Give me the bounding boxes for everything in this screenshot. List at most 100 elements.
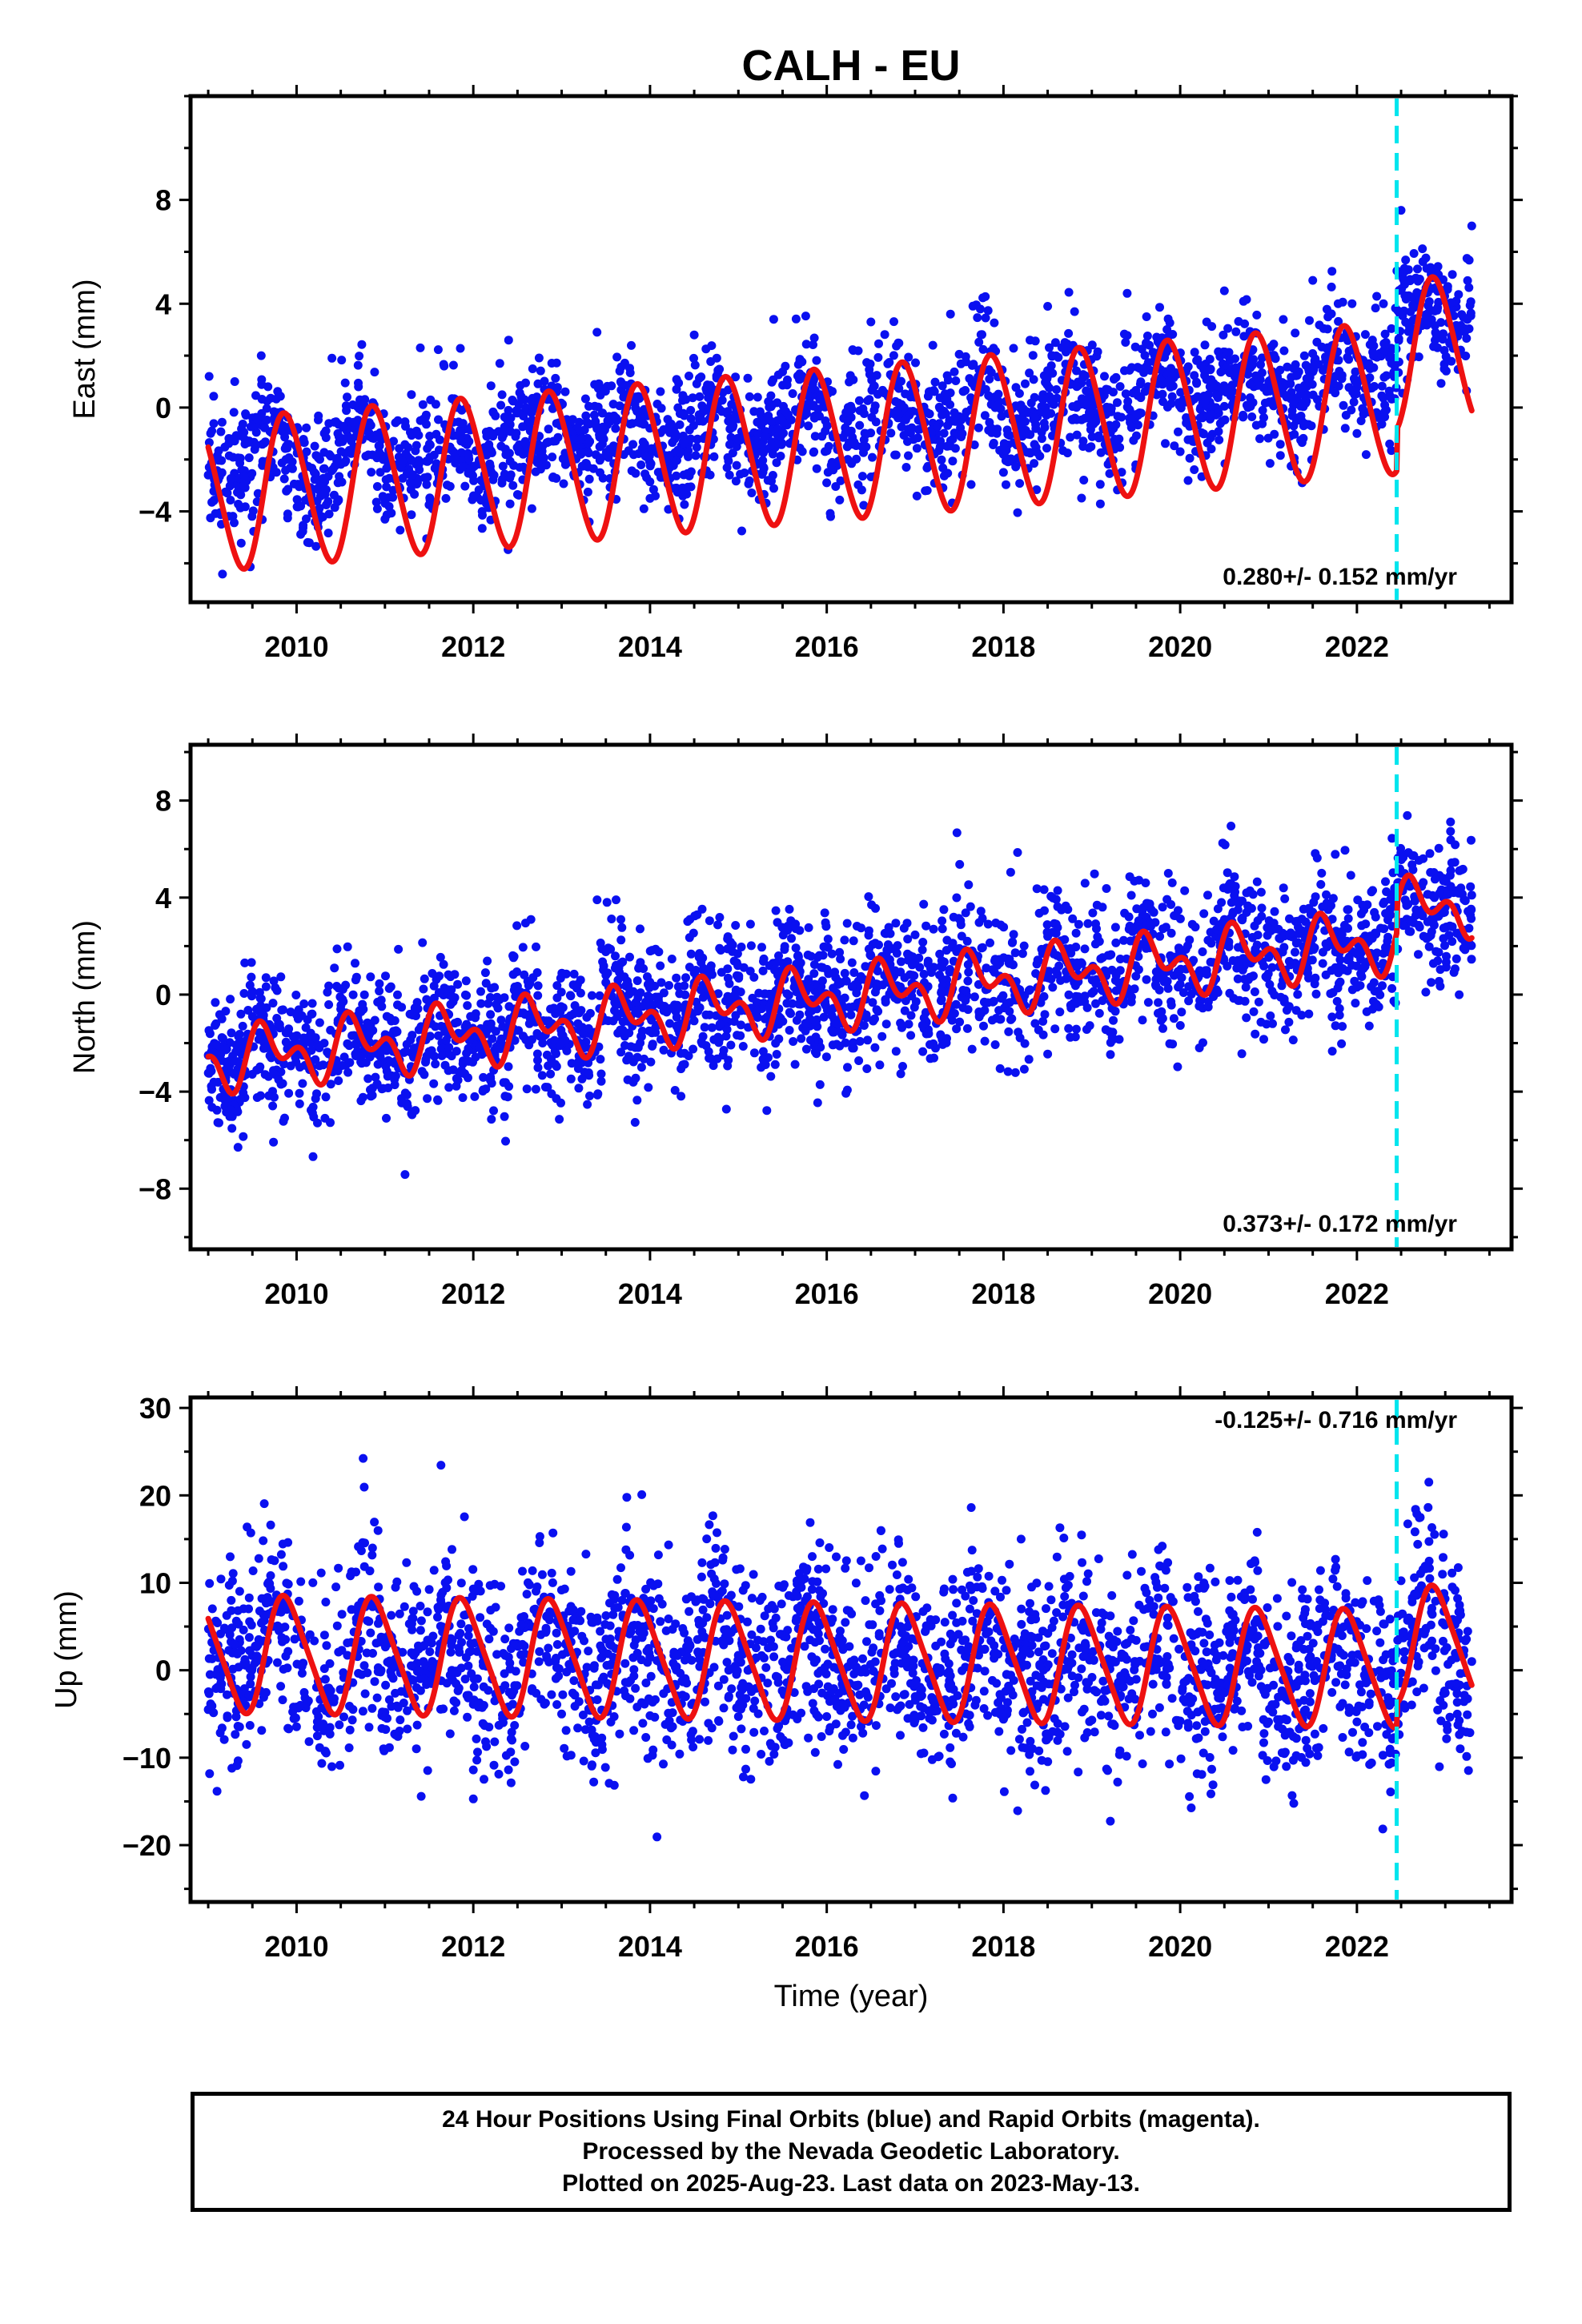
data-point (295, 1088, 304, 1098)
data-point (1081, 371, 1090, 380)
data-point (1436, 318, 1446, 328)
data-point (532, 1049, 542, 1059)
data-point (801, 340, 811, 349)
data-point (229, 408, 239, 417)
chart-title: CALH - EU (742, 42, 961, 90)
data-point (1447, 937, 1457, 947)
data-point (1352, 428, 1362, 438)
data-point (1199, 909, 1209, 919)
data-point (1335, 955, 1345, 964)
data-point (1302, 390, 1311, 400)
data-point (955, 1017, 965, 1027)
data-point (495, 359, 504, 368)
data-point (1379, 924, 1389, 934)
data-point (928, 340, 938, 350)
data-point (935, 971, 944, 979)
data-point (870, 939, 880, 948)
data-point (1328, 894, 1338, 903)
data-point (1158, 389, 1167, 399)
data-point (1161, 923, 1170, 932)
data-point (1026, 398, 1036, 408)
data-point (469, 491, 478, 501)
data-point (948, 456, 958, 466)
data-point (1199, 1038, 1207, 1047)
data-point (1256, 887, 1266, 897)
data-point (376, 995, 386, 1005)
data-point (604, 943, 613, 953)
data-point (707, 1023, 717, 1032)
data-point (324, 509, 334, 519)
data-point (810, 411, 820, 420)
data-point (1353, 379, 1362, 388)
data-point (921, 921, 931, 931)
data-point (312, 1089, 321, 1099)
data-point (783, 957, 793, 967)
data-point (1462, 334, 1472, 343)
data-point (627, 340, 636, 350)
data-point (817, 976, 827, 986)
data-point (812, 356, 821, 365)
data-point (628, 440, 638, 449)
data-point (749, 972, 759, 982)
data-point (395, 444, 404, 453)
data-point (769, 315, 778, 324)
data-point (314, 411, 323, 420)
data-point (1398, 311, 1407, 320)
data-point (722, 409, 732, 418)
data-point (1101, 1025, 1110, 1035)
data-point (1452, 954, 1461, 963)
data-point (576, 988, 585, 998)
data-point (812, 464, 821, 473)
data-point (1414, 950, 1423, 959)
data-point (898, 1062, 907, 1071)
data-point (894, 384, 904, 393)
data-point (1228, 907, 1238, 917)
data-point (912, 491, 921, 501)
data-point (674, 378, 684, 388)
data-point (310, 441, 319, 451)
data-point (555, 1115, 564, 1124)
data-point (1252, 310, 1262, 320)
data-point (497, 433, 507, 442)
data-point (981, 292, 990, 301)
data-point (496, 400, 506, 410)
data-point (912, 444, 921, 453)
data-point (233, 488, 242, 497)
data-point (1133, 420, 1142, 430)
data-point (1282, 392, 1291, 402)
data-point (636, 988, 645, 998)
data-point (1379, 393, 1388, 403)
data-point (846, 1010, 856, 1019)
data-point (1291, 959, 1300, 969)
data-point (415, 465, 424, 475)
data-point (704, 1047, 713, 1056)
data-point (1103, 385, 1113, 395)
data-point (1288, 1035, 1298, 1045)
data-point (763, 476, 773, 485)
data-point (896, 1069, 905, 1079)
data-point (990, 318, 999, 328)
data-point (353, 360, 363, 370)
data-point (930, 377, 940, 387)
data-point (1167, 392, 1177, 401)
data-point (1327, 267, 1337, 276)
data-point (1100, 372, 1109, 381)
data-point (939, 428, 949, 438)
data-point (862, 1064, 872, 1073)
x-tick-label: 2010 (264, 630, 328, 663)
data-point (826, 460, 836, 470)
data-point (478, 510, 487, 520)
data-point (840, 935, 849, 945)
data-point (227, 1124, 237, 1133)
data-point (584, 474, 594, 484)
data-point (282, 486, 291, 496)
data-point (1119, 935, 1128, 945)
data-point (906, 1011, 916, 1020)
data-point (681, 973, 690, 983)
data-point (444, 985, 453, 995)
data-point (1064, 328, 1074, 338)
data-point (486, 381, 496, 391)
data-point (659, 425, 669, 434)
data-point (697, 401, 707, 411)
data-point (917, 1020, 927, 1030)
